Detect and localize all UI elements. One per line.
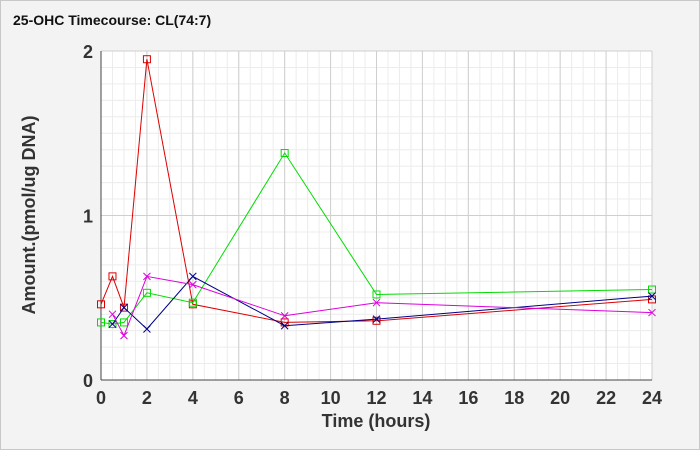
x-tick-label: 12 xyxy=(366,388,386,408)
x-tick-label: 20 xyxy=(550,388,570,408)
x-tick-label: 18 xyxy=(504,388,524,408)
series-1 xyxy=(97,55,656,327)
data-point xyxy=(119,303,128,312)
data-point xyxy=(108,272,117,281)
data-point xyxy=(372,298,381,307)
x-tick-label: 14 xyxy=(412,388,432,408)
series-line xyxy=(100,59,653,323)
data-point xyxy=(97,300,105,309)
x-tick-label: 8 xyxy=(280,388,290,408)
y-tick-label: 0 xyxy=(83,371,93,391)
x-tick-label: 16 xyxy=(458,388,478,408)
data-point xyxy=(372,290,381,299)
x-tick-label: 2 xyxy=(142,388,152,408)
series-3 xyxy=(108,272,656,333)
data-point xyxy=(143,272,151,281)
data-point xyxy=(120,331,128,340)
series-4 xyxy=(108,272,656,340)
y-tick-label: 1 xyxy=(83,207,93,227)
x-tick-label: 24 xyxy=(642,388,662,408)
data-point xyxy=(280,311,289,320)
x-tick-label: 22 xyxy=(596,388,616,408)
data-point xyxy=(108,310,117,319)
data-point xyxy=(108,320,117,329)
data-point xyxy=(142,288,151,297)
data-point xyxy=(119,318,128,327)
data-point xyxy=(188,280,197,289)
series-layer xyxy=(97,55,656,340)
data-point xyxy=(188,298,197,307)
data-point xyxy=(188,272,197,281)
data-point xyxy=(372,315,381,323)
x-tick-label: 6 xyxy=(234,388,244,408)
data-point xyxy=(97,318,105,327)
y-axis-label: Amount.(pmol/ug DNA) xyxy=(19,116,39,315)
x-tick-label: 4 xyxy=(188,388,198,408)
data-point xyxy=(143,325,151,333)
data-point xyxy=(280,148,289,157)
y-tick-label: 2 xyxy=(83,42,93,62)
x-tick-label: 0 xyxy=(96,388,106,408)
series-2 xyxy=(97,148,656,329)
data-point xyxy=(280,321,289,330)
data-point xyxy=(372,316,381,325)
data-point xyxy=(648,292,656,300)
grid xyxy=(100,50,653,381)
data-point xyxy=(120,303,128,312)
x-tick-label: 10 xyxy=(321,388,341,408)
data-point xyxy=(108,320,117,328)
data-point xyxy=(648,308,656,317)
series-line xyxy=(100,152,653,325)
data-point xyxy=(648,285,656,294)
chart-title: 25-OHC Timecourse: CL(74:7) xyxy=(13,12,211,28)
data-point xyxy=(142,55,151,64)
axes xyxy=(100,51,652,381)
x-axis-label: Time (hours) xyxy=(322,411,431,431)
